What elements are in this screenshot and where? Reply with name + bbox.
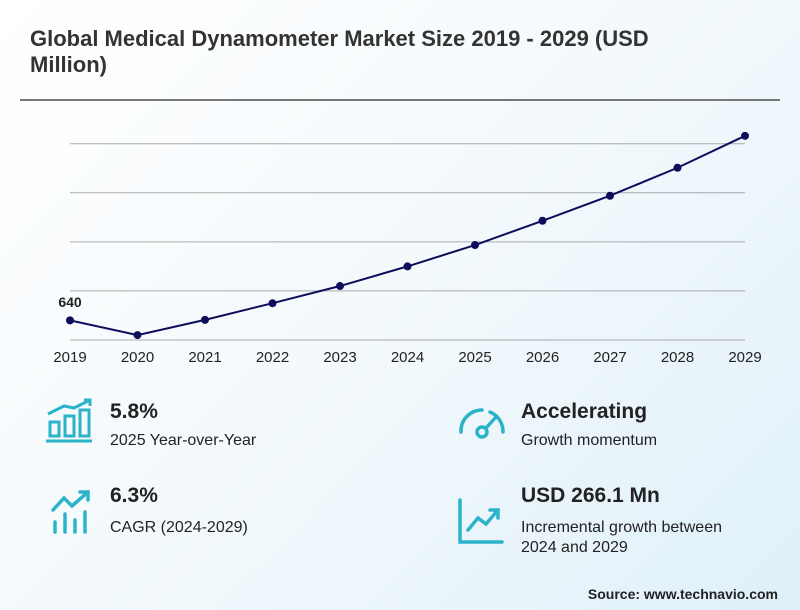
x-tick-label: 2026 xyxy=(526,349,559,366)
highlight-value: 6.3% xyxy=(110,484,158,507)
gauge-icon xyxy=(459,408,505,439)
x-tick-label: 2024 xyxy=(391,349,424,366)
source: Source: www.technavio.com xyxy=(587,586,778,602)
line xyxy=(69,134,746,337)
x-tick-label: 2025 xyxy=(458,349,491,366)
highlight-value: USD 266.1 Mn xyxy=(521,484,660,507)
x-tick-label: 2020 xyxy=(121,349,154,366)
x-tick-label: 2028 xyxy=(661,349,694,366)
point xyxy=(403,262,412,271)
chart-icon xyxy=(458,498,504,544)
title: Global Medical Dynamometer Market Size 2… xyxy=(30,26,649,77)
point xyxy=(673,163,682,172)
x-tick-label: 2019 xyxy=(53,349,86,366)
highlight-value: 5.8% xyxy=(110,400,158,423)
point xyxy=(201,315,209,324)
x-tick-label: 2021 xyxy=(188,349,221,366)
x-tick-label: 2023 xyxy=(323,349,356,366)
chart: 2019 2020 2021 2022 2023 2024 2025 2026 2027 2028… xyxy=(53,131,762,366)
divider xyxy=(20,99,780,101)
point xyxy=(133,331,142,340)
bar-icon xyxy=(46,398,92,443)
point xyxy=(336,282,344,291)
data-label: 640 xyxy=(58,294,82,310)
point xyxy=(268,299,277,308)
highlight-label: 2025 Year-over-Year xyxy=(110,432,257,449)
highlight-label: Incremental growth between 2024 and 2029 xyxy=(521,519,722,556)
highlight-value: Accelerating xyxy=(521,400,648,423)
highlight-label: Growth momentum xyxy=(521,432,658,449)
highlight-label: CAGR (2024-2029) xyxy=(110,519,248,536)
x-tick-label: 2027 xyxy=(593,349,626,366)
point xyxy=(741,131,749,140)
point xyxy=(606,191,614,200)
x-tick-label: 2022 xyxy=(256,349,289,366)
point xyxy=(66,316,74,325)
point xyxy=(538,216,547,225)
x-tick-label: 2029 xyxy=(728,349,761,366)
point xyxy=(471,241,479,250)
trend-icon xyxy=(51,490,90,534)
